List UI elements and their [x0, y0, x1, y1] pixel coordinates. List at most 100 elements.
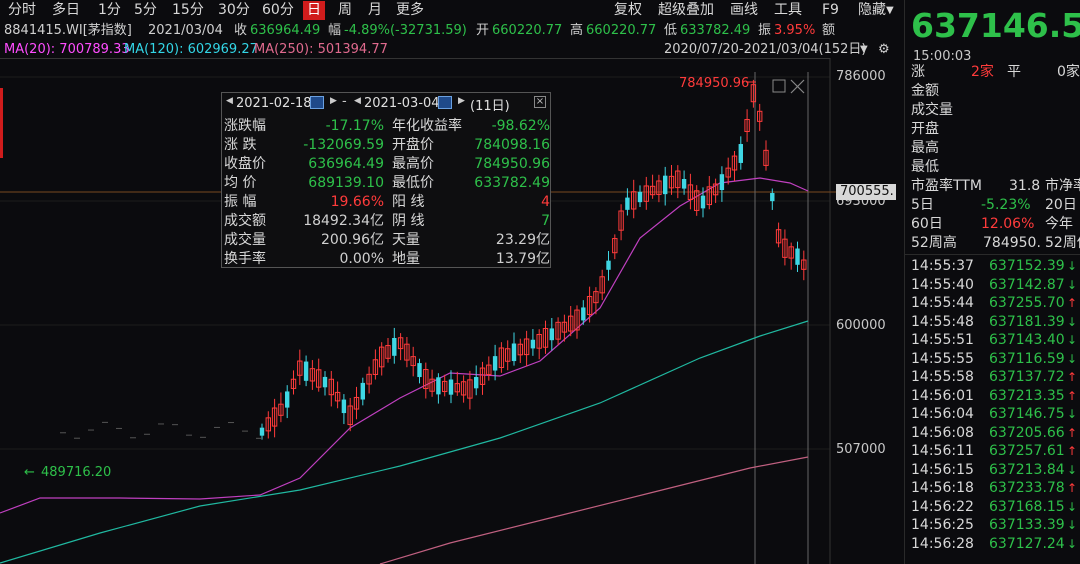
- tab-60min[interactable]: 60分: [262, 2, 294, 18]
- candle-up: [675, 170, 681, 189]
- candle-up: [297, 360, 303, 376]
- ma-lines: [0, 177, 809, 564]
- quote-sidebar: 637146.58 15:00:03 涨 2家 平 0家 金额 成交量 开盘 最…: [904, 0, 1080, 564]
- tooltip-key: 最高价: [392, 156, 434, 172]
- tick-price: 637137.72: [989, 369, 1065, 385]
- tab-more[interactable]: 更多: [396, 2, 424, 18]
- tooltip-row: 涨跌幅 -17.17% 年化收益率 -98.62%: [224, 117, 550, 136]
- candle-up: [568, 315, 574, 332]
- tooltip-key: 阳 线: [392, 194, 425, 210]
- tooltip-value: 23.29亿: [495, 232, 550, 248]
- tick-price: 637257.61: [989, 443, 1065, 459]
- candle-up: [586, 296, 593, 316]
- ma-legend: MA(20): 700789.33 MA(120): 602969.27 MA(…: [0, 41, 904, 58]
- low-marker-arrow-icon: ←: [24, 465, 35, 480]
- candle-up: [725, 167, 731, 178]
- axis-label-507000: 507000: [836, 442, 886, 457]
- candle-down: [795, 248, 800, 265]
- pe-label: 市盈率TTM: [911, 178, 982, 194]
- tick-row: 14:55:55 637116.59 ↓: [911, 350, 1080, 368]
- d20-label: 20日: [1045, 197, 1077, 213]
- chart-grid: [0, 58, 836, 564]
- tab-5min[interactable]: 5分: [134, 2, 157, 18]
- candle-down: [625, 197, 630, 210]
- draw-line-button[interactable]: 画线: [730, 2, 758, 18]
- candle-up: [309, 368, 316, 382]
- candlestick-chart[interactable]: [0, 58, 904, 564]
- tick-price: 637213.84: [989, 461, 1065, 478]
- candle-up: [290, 378, 297, 389]
- candle-up: [631, 191, 637, 210]
- next-end-date-icon[interactable]: ▶: [458, 96, 465, 106]
- chevron-down-icon[interactable]: ▼: [886, 5, 894, 16]
- candle-up: [763, 149, 769, 166]
- tooltip-value: 4: [541, 194, 550, 210]
- tick-time: 14:55:51: [911, 332, 974, 348]
- ytd-label: 今年: [1045, 216, 1073, 232]
- candle-down: [341, 399, 347, 414]
- tooltip-value: 19.66%: [330, 194, 384, 210]
- calendar-end-icon[interactable]: [438, 96, 452, 109]
- candle-up: [574, 309, 580, 331]
- tick-row: 14:56:04 637146.75 ↓: [911, 405, 1080, 423]
- next-date-icon[interactable]: ▶: [330, 96, 337, 106]
- candle-up: [397, 337, 404, 350]
- candle-up: [612, 238, 618, 254]
- tooltip-row: 均 价 689139.10 最低价 633782.49: [224, 174, 550, 193]
- candle-up: [687, 184, 694, 201]
- close-icon[interactable]: ×: [534, 96, 546, 108]
- tooltip-start-date[interactable]: 2021-02-18: [236, 96, 312, 111]
- tab-monthly[interactable]: 月: [368, 2, 382, 18]
- close-label: 收: [234, 23, 248, 38]
- quote-line: 8841415.WI[茅指数] 2021/03/04 收 636964.49 幅…: [0, 21, 904, 41]
- candle-up: [278, 403, 284, 416]
- tick-row: 14:56:15 637213.84 ↓: [911, 461, 1080, 479]
- candle-up: [643, 185, 649, 202]
- d5-label: 5日: [911, 197, 934, 213]
- last-price: 637146.58: [911, 6, 1080, 45]
- calendar-icon[interactable]: [310, 96, 324, 109]
- prev-date-icon[interactable]: ◀: [226, 96, 233, 106]
- tab-fenshi[interactable]: 分时: [8, 2, 36, 18]
- tick-row: 14:56:08 637205.66 ↑: [911, 424, 1080, 442]
- tooltip-end-date[interactable]: 2021-03-04: [364, 96, 440, 111]
- overlay-button[interactable]: 超级叠加: [658, 2, 714, 18]
- d60-row: 60日 12.06% 今年: [911, 215, 1080, 234]
- f9-button[interactable]: F9: [822, 2, 839, 18]
- tick-row: 14:56:25 637133.39 ↓: [911, 516, 1080, 534]
- range-dropdown-icon[interactable]: ▼: [860, 44, 868, 55]
- tooltip-value: 633782.49: [474, 175, 550, 191]
- candle-up: [271, 407, 278, 427]
- candle-up: [347, 405, 353, 426]
- tooltip-row: 振 幅 19.66% 阳 线 4: [224, 193, 550, 212]
- prev-end-date-icon[interactable]: ◀: [354, 96, 361, 106]
- candle-up: [731, 155, 738, 171]
- tick-time: 14:56:25: [911, 517, 974, 533]
- axis-label-786000: 786000: [836, 69, 886, 84]
- tools-button[interactable]: 工具: [774, 2, 802, 18]
- tab-15min[interactable]: 15分: [172, 2, 204, 18]
- candle-down: [738, 144, 743, 163]
- tooltip-key: 天量: [392, 232, 420, 248]
- ma20-line: [0, 177, 809, 514]
- candle-up: [555, 321, 561, 340]
- quote-date: 2021/03/04: [148, 23, 223, 38]
- hide-button[interactable]: 隐藏: [858, 2, 886, 18]
- tab-weekly[interactable]: 周: [338, 2, 352, 18]
- tick-time: 14:56:11: [911, 443, 974, 459]
- candle-down: [417, 363, 422, 378]
- d60-label: 60日: [911, 216, 943, 232]
- tooltip-value: 689139.10: [308, 175, 384, 191]
- tab-1min[interactable]: 1分: [98, 2, 121, 18]
- settings-icon[interactable]: ⚙: [878, 42, 890, 57]
- tab-multiday[interactable]: 多日: [52, 2, 80, 18]
- candle-down: [549, 328, 554, 341]
- candle-down: [322, 376, 328, 388]
- candle-up: [442, 380, 448, 393]
- arrow-up-icon: ↑: [1067, 296, 1078, 310]
- arrow-down-icon: ↓: [1067, 333, 1078, 347]
- tab-30min[interactable]: 30分: [218, 2, 250, 18]
- low-label: 低: [664, 23, 678, 38]
- tab-daily[interactable]: 日: [303, 1, 325, 20]
- adjust-button[interactable]: 复权: [614, 2, 642, 18]
